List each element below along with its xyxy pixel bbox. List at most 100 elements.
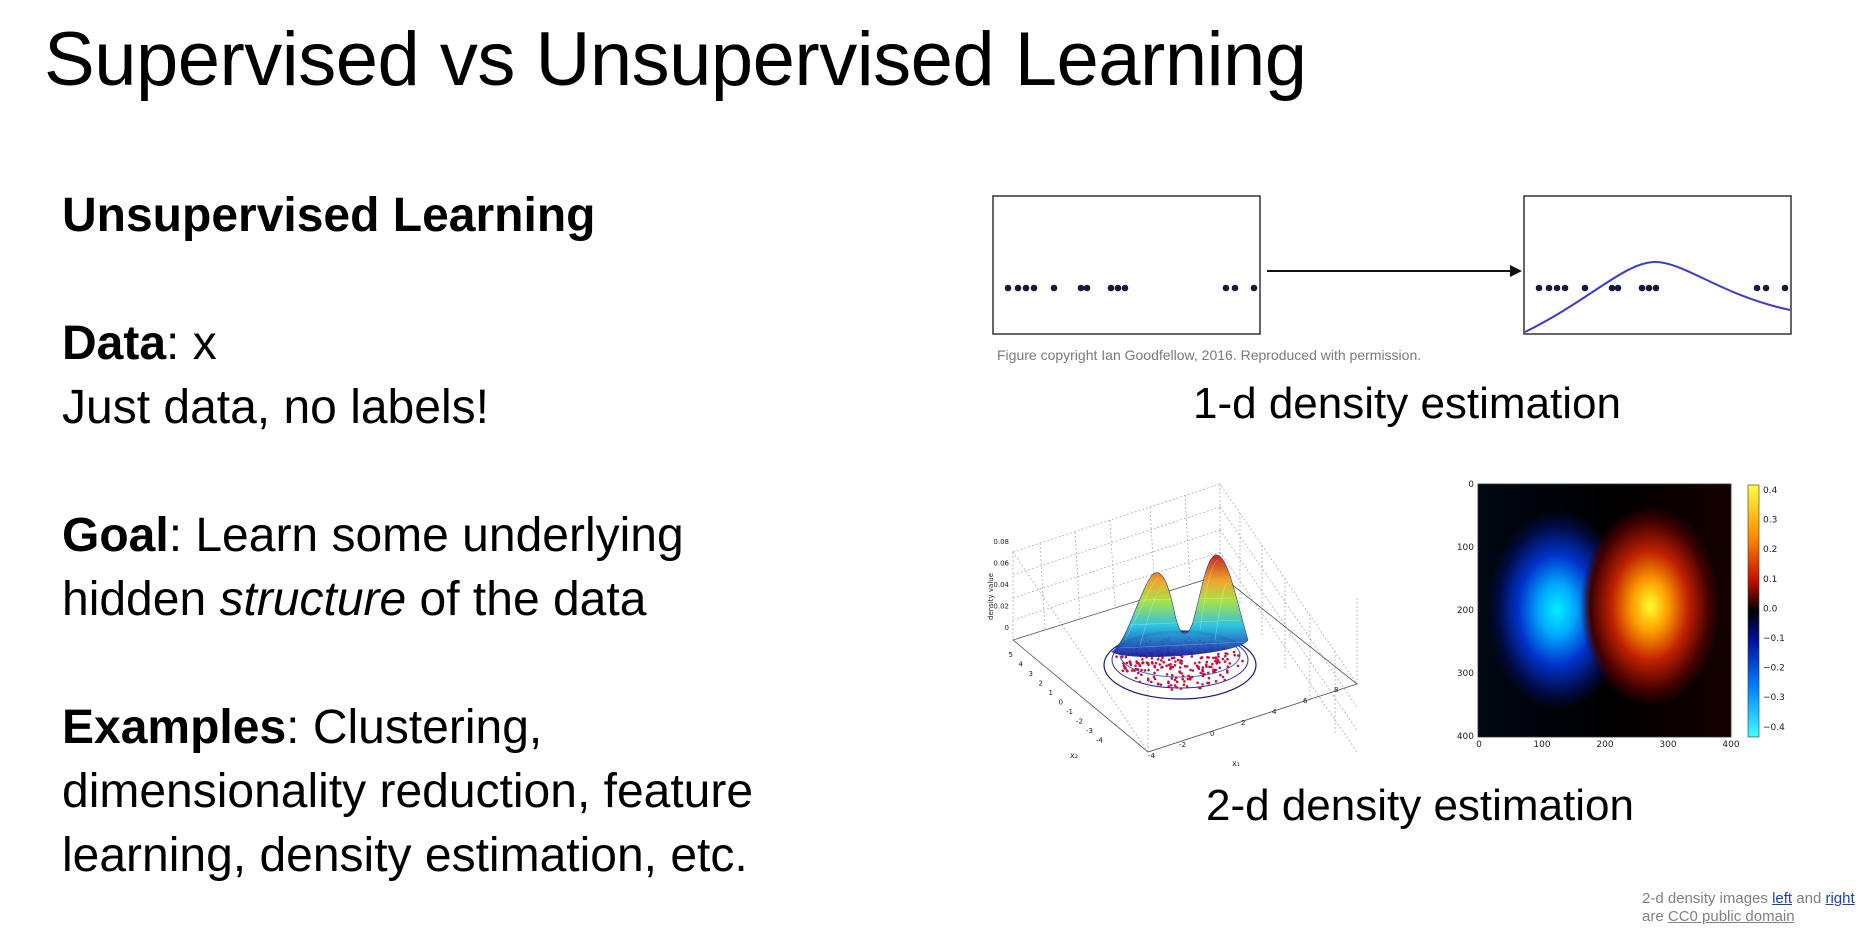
data-point	[1114, 284, 1122, 292]
sample-point	[1180, 659, 1183, 663]
caption-1d: 1-d density estimation	[1193, 379, 1621, 428]
sample-point	[1159, 683, 1163, 686]
x1-axis-ticks: -4 -2 0 2 4 6 8	[1148, 686, 1338, 760]
z-axis-ticks: 0.08 0.06 0.04 0.02 0	[993, 538, 1009, 632]
sample-point	[1115, 655, 1118, 658]
sample-point	[1150, 680, 1153, 684]
sample-point	[1175, 686, 1178, 689]
heatmap-frame	[1477, 483, 1732, 738]
sample-point	[1214, 656, 1217, 659]
tick-label: 300	[1457, 669, 1474, 679]
data-point	[1222, 284, 1230, 292]
tick-label: 0.06	[993, 560, 1009, 568]
sample-point	[1158, 663, 1162, 666]
examples-text-1: : Clustering,	[286, 701, 543, 754]
tick-label: 0.1	[1763, 575, 1777, 585]
goal-text-2c: of the data	[406, 573, 647, 626]
tick-label: 300	[1659, 740, 1676, 750]
sample-point	[1190, 655, 1194, 658]
examples-line-1: Examples: Clustering,	[62, 696, 862, 760]
data-point	[1645, 284, 1653, 292]
sample-point	[1232, 650, 1236, 654]
data-point	[1121, 284, 1129, 292]
sample-point	[1217, 655, 1220, 658]
tick-label: 2	[1241, 719, 1245, 727]
tick-label: 0.08	[993, 538, 1009, 546]
sample-point	[1223, 678, 1227, 682]
sample-point	[1207, 681, 1210, 685]
density-1d-output-panel	[1523, 195, 1792, 335]
tick-label: 100	[1457, 543, 1474, 553]
sample-point	[1141, 658, 1144, 661]
data-point	[1250, 284, 1258, 292]
sample-point	[1196, 665, 1200, 669]
data-point	[1050, 284, 1058, 292]
sample-point	[1125, 661, 1129, 665]
sample-point	[1170, 688, 1174, 691]
tick-label: 200	[1457, 606, 1474, 616]
tick-label: 4	[1272, 708, 1277, 716]
data-point	[1545, 284, 1553, 292]
sample-point	[1181, 674, 1185, 678]
sample-point	[1165, 673, 1169, 676]
sample-point	[1129, 661, 1132, 665]
sample-point	[1152, 675, 1156, 679]
sample-point	[1221, 657, 1225, 661]
sample-point	[1211, 662, 1214, 666]
tick-label: −0.4	[1763, 723, 1785, 733]
caption-2d: 2-d density estimation	[1206, 781, 1634, 830]
sample-point	[1212, 668, 1215, 671]
surface-mesh-lines	[1119, 559, 1246, 649]
credit-left-link[interactable]: left	[1772, 890, 1793, 907]
sample-point	[1179, 687, 1183, 690]
examples-label: Examples	[62, 701, 287, 754]
tick-label: 5	[1009, 651, 1013, 659]
goal-line-1: Goal: Learn some underlying	[62, 504, 862, 568]
tick-label: 1	[1049, 689, 1053, 697]
data-value: : x	[166, 317, 217, 370]
sample-point	[1221, 675, 1225, 679]
x1-axis-label: x₁	[1232, 759, 1240, 768]
tick-label: 0.0	[1763, 604, 1778, 614]
sample-point	[1147, 668, 1150, 672]
sample-point	[1193, 662, 1197, 665]
output-data-points	[1535, 284, 1789, 292]
sample-point	[1160, 666, 1163, 669]
credit-right-link[interactable]: right	[1825, 890, 1855, 907]
sample-point	[1218, 661, 1221, 664]
sample-point	[1122, 664, 1126, 667]
sample-point	[1133, 669, 1136, 672]
goal-label: Goal	[62, 509, 169, 562]
examples-line-2: dimensionality reduction, feature	[62, 765, 754, 818]
sample-point	[1121, 669, 1125, 673]
tick-label: 0	[1005, 624, 1009, 632]
tick-label: -2	[1179, 741, 1186, 749]
tick-label: 0.02	[993, 603, 1009, 611]
sample-point	[1226, 671, 1229, 674]
tick-label: -1	[1066, 708, 1073, 716]
heatmap-x-ticks: 0 100 200 300 400	[1476, 740, 1740, 750]
tick-label: 4	[1019, 661, 1024, 669]
sample-point	[1173, 678, 1177, 682]
tick-label: 8	[1334, 686, 1338, 694]
tick-label: 6	[1303, 697, 1308, 705]
sample-point	[1210, 665, 1213, 669]
sample-point	[1200, 656, 1204, 659]
data-point	[1077, 284, 1085, 292]
sample-point	[1199, 671, 1202, 675]
cc0-link[interactable]: CC0 public domain	[1667, 908, 1795, 925]
input-data-points	[1004, 284, 1258, 292]
sample-point	[1150, 661, 1154, 664]
credit-middle: and	[1792, 890, 1826, 907]
sample-point	[1236, 664, 1240, 668]
sample-point	[1173, 664, 1177, 667]
sample-point	[1201, 672, 1205, 676]
data-point	[1231, 284, 1239, 292]
sample-point	[1145, 661, 1149, 664]
sample-point	[1175, 680, 1179, 683]
sample-point	[1198, 661, 1201, 664]
sample-point	[1134, 676, 1138, 680]
sample-point	[1150, 656, 1154, 660]
sample-point	[1223, 660, 1227, 663]
colorbar	[1747, 484, 1760, 738]
